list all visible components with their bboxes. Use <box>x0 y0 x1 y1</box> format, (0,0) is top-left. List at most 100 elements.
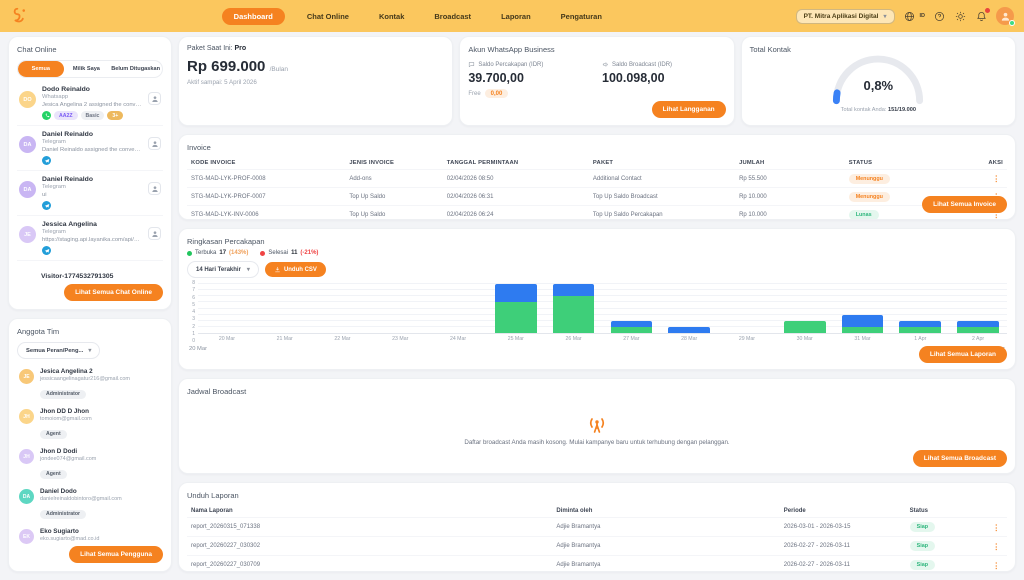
y-tick-label: 5 <box>192 301 195 308</box>
total-contacts-title: Total Kontak <box>749 45 791 54</box>
report-period: 2026-02-27 - 2026-03-11 <box>783 543 851 549</box>
view-all-chat-button[interactable]: Lihat Semua Chat Online <box>64 284 163 301</box>
view-all-reports-button[interactable]: Lihat Semua Laporan <box>918 346 1007 363</box>
broadcast-antenna-icon <box>590 417 604 433</box>
invoice-amount: Rp 10.000 <box>739 193 767 200</box>
team-member-item[interactable]: DA Daniel Dodo danielreinaldobintoro@gma… <box>17 484 163 524</box>
chat-tab-semua[interactable]: Semua <box>18 61 64 77</box>
x-tick-label: 1 Apr <box>914 336 927 342</box>
chat-list-item[interactable]: DO Dodo Reinaldo Whatsapp Jesica Angelin… <box>17 81 163 126</box>
row-actions-menu-icon[interactable]: ⋮ <box>992 541 1001 551</box>
chart-bars <box>198 284 1007 333</box>
chart-bar-21-mar[interactable] <box>264 284 306 333</box>
team-member-item[interactable]: JE Jesica Angelina 2 jessicaangelinagatu… <box>17 364 163 404</box>
chat-contact-name: Jessica Angelina <box>42 221 97 228</box>
invoice-table-header: KODE INVOICE JENIS INVOICE TANGGAL PERMINT… <box>187 157 1007 169</box>
avatar: DO <box>19 91 36 108</box>
x-tick-label: 20 Mar <box>218 336 235 342</box>
assign-agent-button[interactable] <box>148 227 161 240</box>
nav-dashboard[interactable]: Dashboard <box>221 7 285 25</box>
chat-list-item[interactable]: DA Daniel Reinaldo Telegram ui <box>17 171 163 216</box>
row-actions-menu-icon[interactable]: ⋮ <box>992 560 1001 570</box>
row-actions-menu-icon[interactable]: ⋮ <box>992 210 1001 219</box>
chart-bar-27-mar[interactable] <box>610 284 653 333</box>
nav-pengaturan[interactable]: Pengaturan <box>553 8 610 25</box>
saldo-percakapan-value: 39.700,00 <box>468 71 524 85</box>
download-icon <box>275 266 280 273</box>
invoice-row: STG-MAD-LYK-INV-0006 Top Up Saldo 02/04/… <box>187 205 1007 219</box>
chart-brush-range[interactable]: 20 Mar 2 Apr <box>187 346 1007 352</box>
chart-bar-23-mar[interactable] <box>379 284 421 333</box>
team-member-name: Jhon D Dodi <box>40 448 78 455</box>
chart-bar-24-mar[interactable] <box>437 284 479 333</box>
chat-list-item[interactable]: DA Daniel Reinaldo Telegram Daniel Reina… <box>17 126 163 171</box>
status-badge: Menunggu <box>848 173 890 184</box>
team-member-item[interactable]: JH Jhon D Dodi jondee074@gmail.com Agent <box>17 444 163 484</box>
assign-agent-button[interactable] <box>148 92 161 105</box>
status-badge: Siap <box>909 522 935 532</box>
status-badge: Menunggu <box>848 191 890 202</box>
avatar: JH <box>19 409 34 424</box>
company-selector[interactable]: PT. Mitra Aplikasi Digital ▾ <box>795 8 895 24</box>
date-range-select[interactable]: 14 Hari Terakhir ▾ <box>187 261 259 278</box>
row-actions-menu-icon[interactable]: ⋮ <box>992 174 1001 183</box>
chat-list-item[interactable]: JE Jessica Angelina Telegram https://sta… <box>17 216 163 261</box>
chart-bar-29-mar[interactable] <box>726 284 768 333</box>
help-icon[interactable] <box>933 10 946 23</box>
view-all-users-button[interactable]: Lihat Semua Pengguna <box>69 546 163 563</box>
nav-kontak[interactable]: Kontak <box>371 8 412 25</box>
whatsapp-business-card: Akun WhatsApp Business Saldo Percakapan … <box>459 36 735 126</box>
x-tick-label: 24 Mar <box>449 336 467 342</box>
nav-broadcast[interactable]: Broadcast <box>426 8 479 25</box>
gridline <box>198 319 1007 321</box>
plan-name: Pro <box>234 45 247 52</box>
team-member-item[interactable]: EK Eko Sugiarto eko.sugiarto@mad.co.id A… <box>17 524 163 546</box>
row-actions-menu-icon[interactable]: ⋮ <box>992 522 1001 532</box>
chart-bar-22-mar[interactable] <box>322 284 364 333</box>
assign-agent-button[interactable] <box>148 137 161 150</box>
chart-bar-31-mar[interactable] <box>841 284 884 333</box>
team-member-email: jondee074@gmail.com <box>40 456 97 462</box>
chart-bar-28-mar[interactable] <box>668 284 710 333</box>
chat-tab-milik-saya[interactable]: Milik Saya <box>64 61 110 77</box>
chart-bar-20-mar[interactable] <box>206 284 248 333</box>
chat-online-panel: Chat Online Semua Milik Saya Belum Ditugas… <box>8 36 172 310</box>
chat-tab-belum-ditugaskan[interactable]: Belum Ditugaskan <box>109 61 162 77</box>
avatar: DA <box>19 136 36 153</box>
notifications-bell-icon[interactable] <box>975 6 991 23</box>
chart-plot <box>198 283 1007 334</box>
x-tick-label: 28 Mar <box>681 336 698 342</box>
view-all-invoices-button[interactable]: Lihat Semua Invoice <box>922 196 1007 213</box>
chat-item-visitor[interactable]: Visitor-1774532791305 <box>41 273 114 280</box>
total-contacts-card: Total Kontak 0,8% Total kontak Anda: 151… <box>740 36 1016 126</box>
chart-bar-25-mar[interactable] <box>495 284 537 333</box>
chart-controls: 14 Hari Terakhir ▾ Unduh CSV <box>187 261 1007 278</box>
broadcast-empty-message: Daftar broadcast Anda masih kosong. Mula… <box>464 438 730 446</box>
chart-bar-30-mar[interactable] <box>783 284 826 333</box>
chart-bar-26-mar[interactable] <box>552 284 595 333</box>
chart-bar-1-apr[interactable] <box>899 284 942 333</box>
user-avatar[interactable] <box>996 7 1015 26</box>
download-csv-button[interactable]: Unduh CSV <box>264 262 326 277</box>
invoice-column-header: JUMLAH <box>739 160 765 166</box>
nav-laporan[interactable]: Laporan <box>493 8 539 25</box>
assign-agent-button[interactable] <box>148 182 161 195</box>
legend-item-selesai: Selesai 11 (-21%) <box>260 250 318 256</box>
theme-toggle-sun-icon[interactable] <box>954 10 967 23</box>
gridline <box>198 301 1007 303</box>
team-list: JE Jesica Angelina 2 jessicaangelinagatu… <box>17 364 163 546</box>
chevron-down-icon: ▾ <box>88 348 92 354</box>
globe-icon[interactable] <box>903 10 916 23</box>
y-tick-label: 3 <box>192 316 195 323</box>
team-role-filter[interactable]: Semua Peran/Peng... ▾ <box>17 342 101 359</box>
report-requested-by: Adjie Bramantya <box>556 562 601 568</box>
role-badge: Agent <box>40 429 67 439</box>
view-subscription-button[interactable]: Lihat Langganan <box>651 101 726 118</box>
nav-chat-online[interactable]: Chat Online <box>299 8 357 25</box>
chart-bar-2-apr[interactable] <box>957 284 999 333</box>
chat-tag-badge: 3+ <box>107 111 124 120</box>
team-filter-value: Semua Peran/Peng... <box>26 347 84 354</box>
team-member-item[interactable]: JH Jhon DD D Jhon tomoiom@gmail.com Agen… <box>17 404 163 444</box>
view-all-broadcasts-button[interactable]: Lihat Semua Broadcast <box>912 450 1007 467</box>
